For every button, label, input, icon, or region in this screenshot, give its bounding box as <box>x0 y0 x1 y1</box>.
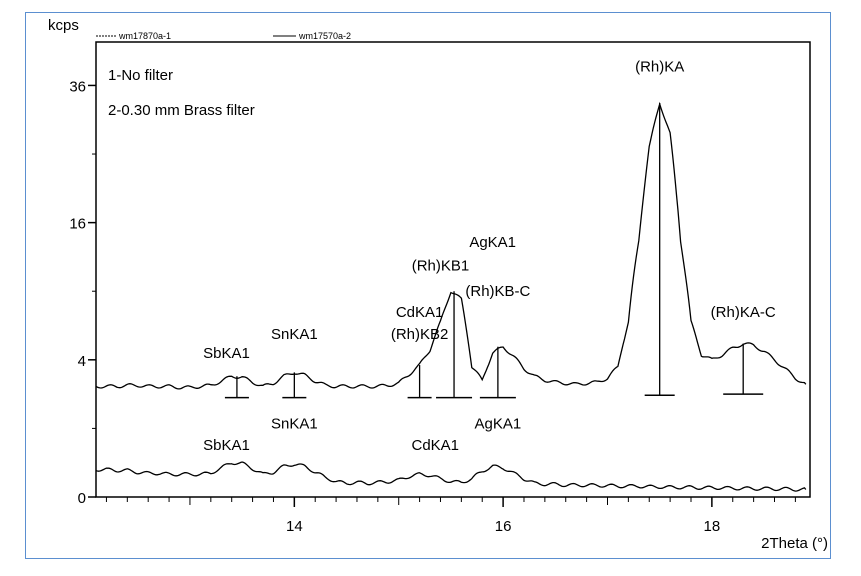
y-tick-label: 4 <box>78 353 86 370</box>
x-axis-label: 2Theta (°) <box>761 535 828 552</box>
peak-label: SnKA1 <box>271 415 318 432</box>
peak-label: CdKA1 <box>411 437 459 454</box>
peak-label: CdKA1 <box>396 304 444 321</box>
y-tick-label: 36 <box>69 78 86 95</box>
peak-label: (Rh)KA-C <box>711 304 776 321</box>
peak-label: SbKA1 <box>203 437 250 454</box>
peak-label: (Rh)KB1 <box>412 258 470 275</box>
note-2: 2-0.30 mm Brass filter <box>108 102 255 119</box>
figure-frame <box>25 12 831 559</box>
peak-label: (Rh)KB-C <box>465 283 530 300</box>
peak-label: SbKA1 <box>203 345 250 362</box>
x-tick-label: 18 <box>704 518 721 535</box>
legend-label-1: wm17870a-1 <box>118 31 171 41</box>
peak-label: AgKA1 <box>469 234 516 251</box>
series-line-1 <box>95 101 807 390</box>
legend-label-2: wm17570a-2 <box>298 31 351 41</box>
x-tick-label: 16 <box>495 518 512 535</box>
peak-label: AgKA1 <box>475 415 522 432</box>
legend: wm17870a-1 wm17570a-2 <box>96 31 351 41</box>
x-tick-label: 14 <box>286 518 303 535</box>
peak-label: (Rh)KB2 <box>391 326 449 343</box>
plot-area <box>95 41 811 498</box>
peak-label: SnKA1 <box>271 326 318 343</box>
y-tick-label: 0 <box>78 490 86 507</box>
note-1: 1-No filter <box>108 67 173 84</box>
peak-label: (Rh)KA <box>635 58 684 75</box>
series-line-2 <box>95 461 807 492</box>
y-tick-label: 16 <box>69 216 86 233</box>
y-axis-label: kcps <box>48 17 79 34</box>
